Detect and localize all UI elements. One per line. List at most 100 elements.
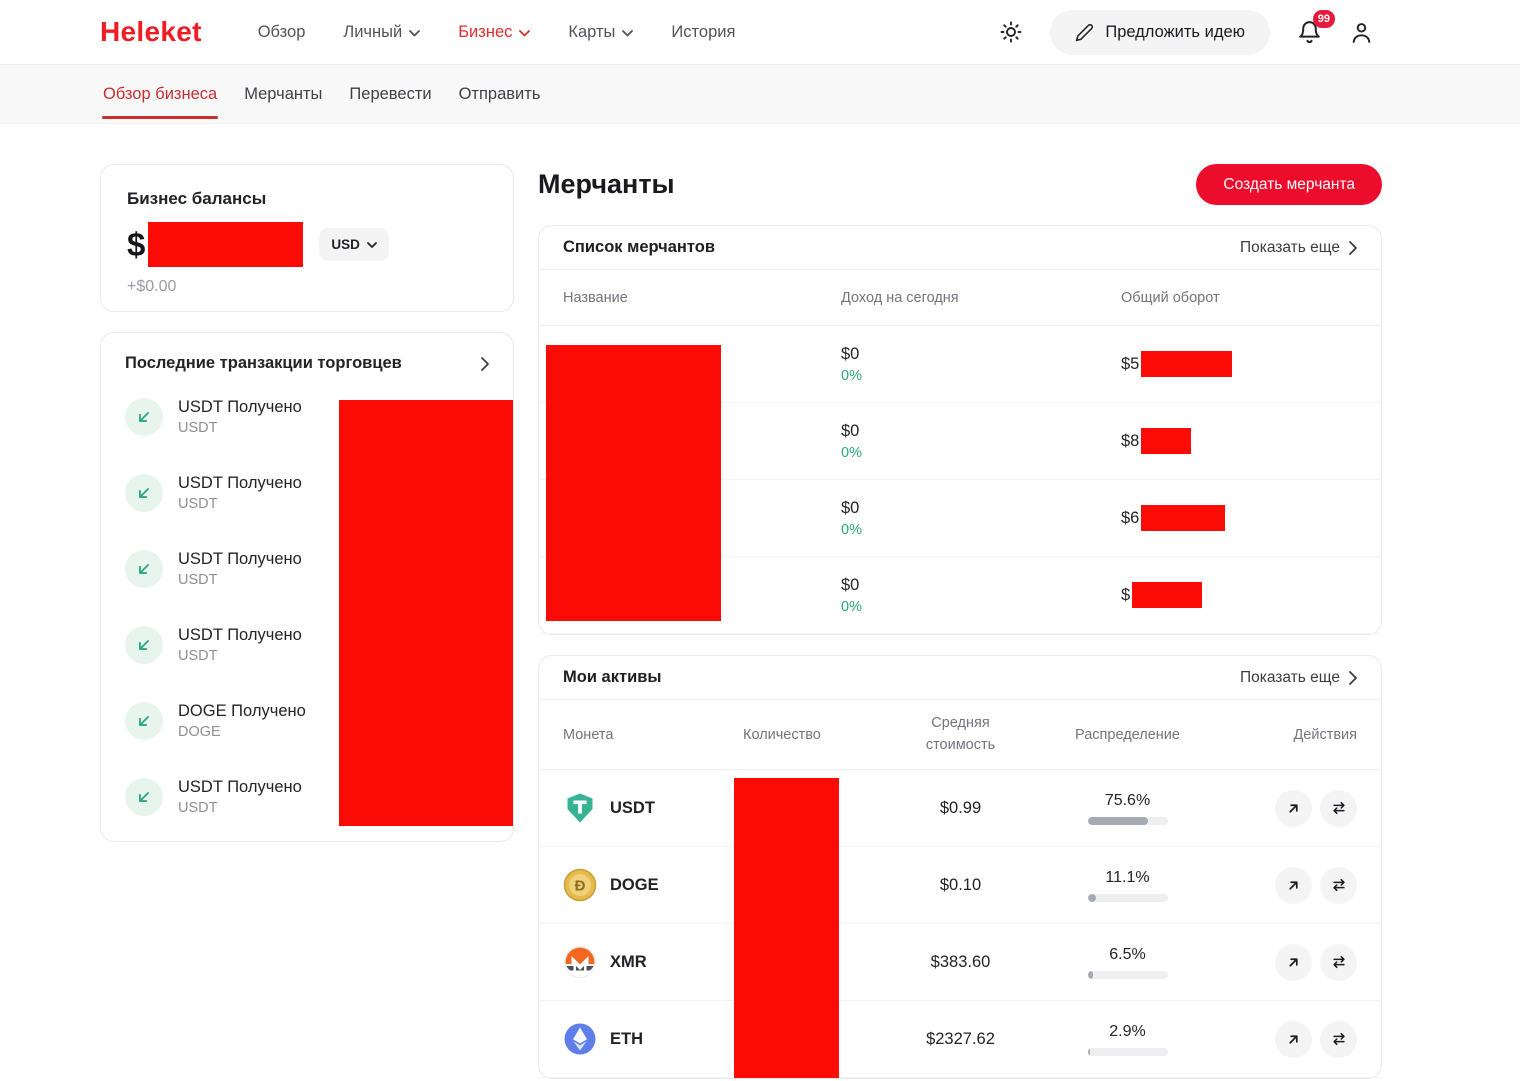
sun-icon <box>1000 21 1022 43</box>
arrow-up-right-icon <box>1289 1034 1298 1044</box>
merchants-show-more-button[interactable]: Показать еще <box>1240 239 1357 257</box>
received-arrow-icon <box>125 626 163 664</box>
transactions-header[interactable]: Последние транзакции торговцев <box>101 333 513 379</box>
table-row: Ð DOGE $0.10 11.1% <box>539 847 1381 924</box>
swap-icon <box>1332 955 1345 969</box>
send-asset-button[interactable] <box>1275 866 1312 904</box>
redaction-block <box>546 345 721 621</box>
transaction-list-item[interactable]: USDT Получено USDT <box>101 455 513 531</box>
send-asset-button[interactable] <box>1275 789 1312 827</box>
swap-asset-button[interactable] <box>1320 866 1357 904</box>
nav-item-business[interactable]: Бизнес <box>458 23 531 42</box>
distribution-bar <box>1087 970 1168 979</box>
top-right-actions: Предложить идею 99 <box>999 9 1374 55</box>
tab-transfer[interactable]: Перевести <box>348 65 432 123</box>
received-arrow-icon <box>125 398 163 436</box>
business-subnav: Обзор бизнеса Мерчанты Перевести Отправи… <box>0 64 1520 124</box>
transaction-list-item[interactable]: USDT Получено USDT <box>101 379 513 455</box>
page-content: Бизнес балансы $ USD +$0.00 Последние тр… <box>0 124 1520 1079</box>
assets-header: Мои активы Показать еще <box>539 656 1381 700</box>
nav-item-history[interactable]: История <box>671 22 736 41</box>
redaction-block <box>1132 582 1203 608</box>
swap-icon <box>1332 878 1345 892</box>
redaction-block <box>734 778 839 1078</box>
swap-asset-button[interactable] <box>1320 943 1357 981</box>
chevron-right-icon <box>1349 670 1357 685</box>
send-asset-button[interactable] <box>1275 943 1312 981</box>
my-assets-card: Мои активы Показать еще Монета Количеств… <box>538 655 1382 1079</box>
arrow-up-right-icon <box>1289 957 1298 967</box>
tab-send[interactable]: Отправить <box>458 65 542 123</box>
distribution-bar <box>1087 893 1168 902</box>
redaction-block <box>1141 351 1233 377</box>
balance-change: +$0.00 <box>127 278 177 295</box>
notifications-button[interactable]: 99 <box>1297 9 1335 45</box>
bell-icon <box>1299 20 1320 43</box>
transaction-list-item[interactable]: USDT Получено USDT <box>101 607 513 683</box>
transaction-list-item[interactable]: DOGE Получено DOGE <box>101 683 513 759</box>
assets-show-more-button[interactable]: Показать еще <box>1240 669 1357 687</box>
nav-item-cards[interactable]: Карты <box>568 23 634 42</box>
redaction-block <box>148 222 304 267</box>
chevron-down-icon <box>409 29 421 36</box>
assets-table-body: USDT $0.99 75.6% <box>539 770 1381 1078</box>
swap-asset-button[interactable] <box>1320 789 1357 827</box>
currency-selector[interactable]: USD <box>319 228 389 261</box>
swap-asset-button[interactable] <box>1320 1020 1357 1058</box>
table-row[interactable]: $0 0% $8 <box>539 403 1381 480</box>
swap-icon <box>1332 801 1345 815</box>
assets-title: Мои активы <box>563 668 662 686</box>
suggest-idea-button[interactable]: Предложить идею <box>1050 9 1270 55</box>
top-nav: Heleket Обзор Личный Бизнес Карты Истори… <box>0 0 1520 64</box>
chevron-down-icon <box>519 29 531 36</box>
theme-toggle-button[interactable] <box>999 20 1023 44</box>
currency-symbol: $ <box>127 225 146 263</box>
tab-merchants[interactable]: Мерчанты <box>243 65 323 123</box>
profile-button[interactable] <box>1349 20 1374 45</box>
received-arrow-icon <box>125 778 163 816</box>
table-row[interactable]: $0 0% $ <box>539 557 1381 634</box>
assets-table-header: Монета Количество Средняя стоимость Расп… <box>539 700 1381 770</box>
distribution-bar <box>1087 1047 1168 1056</box>
create-merchant-button[interactable]: Создать мерчанта <box>1196 164 1382 205</box>
recent-transactions-card: Последние транзакции торговцев USDT Полу… <box>100 332 514 842</box>
received-arrow-icon <box>125 474 163 512</box>
merchant-table-body: $0 0% $5 $0 0% $8 $0 0% $6 $0 0% $ <box>539 326 1381 634</box>
swap-icon <box>1332 1032 1345 1046</box>
chevron-right-icon <box>481 356 489 371</box>
chevron-down-icon <box>622 29 634 36</box>
table-row: USDT $0.99 75.6% <box>539 770 1381 847</box>
send-asset-button[interactable] <box>1275 1020 1312 1058</box>
doge-coin-icon: Ð <box>563 868 597 902</box>
redaction-block <box>339 400 513 826</box>
pencil-icon <box>1076 23 1094 41</box>
merchants-page-header: Мерчанты Создать мерчанта <box>538 164 1382 205</box>
notification-badge: 99 <box>1312 9 1335 28</box>
main-column: Мерчанты Создать мерчанта Список мерчант… <box>538 164 1382 1079</box>
chevron-down-icon <box>366 241 377 248</box>
received-arrow-icon <box>125 550 163 588</box>
logo[interactable]: Heleket <box>100 16 202 47</box>
chevron-right-icon <box>1349 240 1357 255</box>
usdt-coin-icon <box>567 793 593 823</box>
xmr-coin-icon <box>564 946 596 978</box>
transaction-list-item[interactable]: USDT Получено USDT <box>101 759 513 835</box>
user-icon <box>1352 22 1371 43</box>
merchant-list-header: Список мерчантов Показать еще <box>539 226 1381 270</box>
table-row[interactable]: $0 0% $6 <box>539 480 1381 557</box>
business-balances-card: Бизнес балансы $ USD +$0.00 <box>100 164 514 312</box>
nav-item-overview[interactable]: Обзор <box>257 22 306 41</box>
tab-business-overview[interactable]: Обзор бизнеса <box>102 65 219 123</box>
distribution-bar <box>1087 816 1168 825</box>
redaction-block <box>1141 505 1226 531</box>
left-column: Бизнес балансы $ USD +$0.00 Последние тр… <box>100 164 514 842</box>
eth-coin-icon <box>564 1023 596 1055</box>
table-row[interactable]: $0 0% $5 <box>539 326 1381 403</box>
merchant-list-card: Список мерчантов Показать еще Название Д… <box>538 225 1382 635</box>
table-row: ETH $2327.62 2.9% <box>539 1001 1381 1078</box>
transaction-list-item[interactable]: USDT Получено USDT <box>101 531 513 607</box>
nav-item-personal[interactable]: Личный <box>343 23 421 42</box>
table-row: XMR $383.60 6.5% <box>539 924 1381 1001</box>
svg-text:Ð: Ð <box>575 878 586 895</box>
redaction-block <box>1141 428 1192 454</box>
